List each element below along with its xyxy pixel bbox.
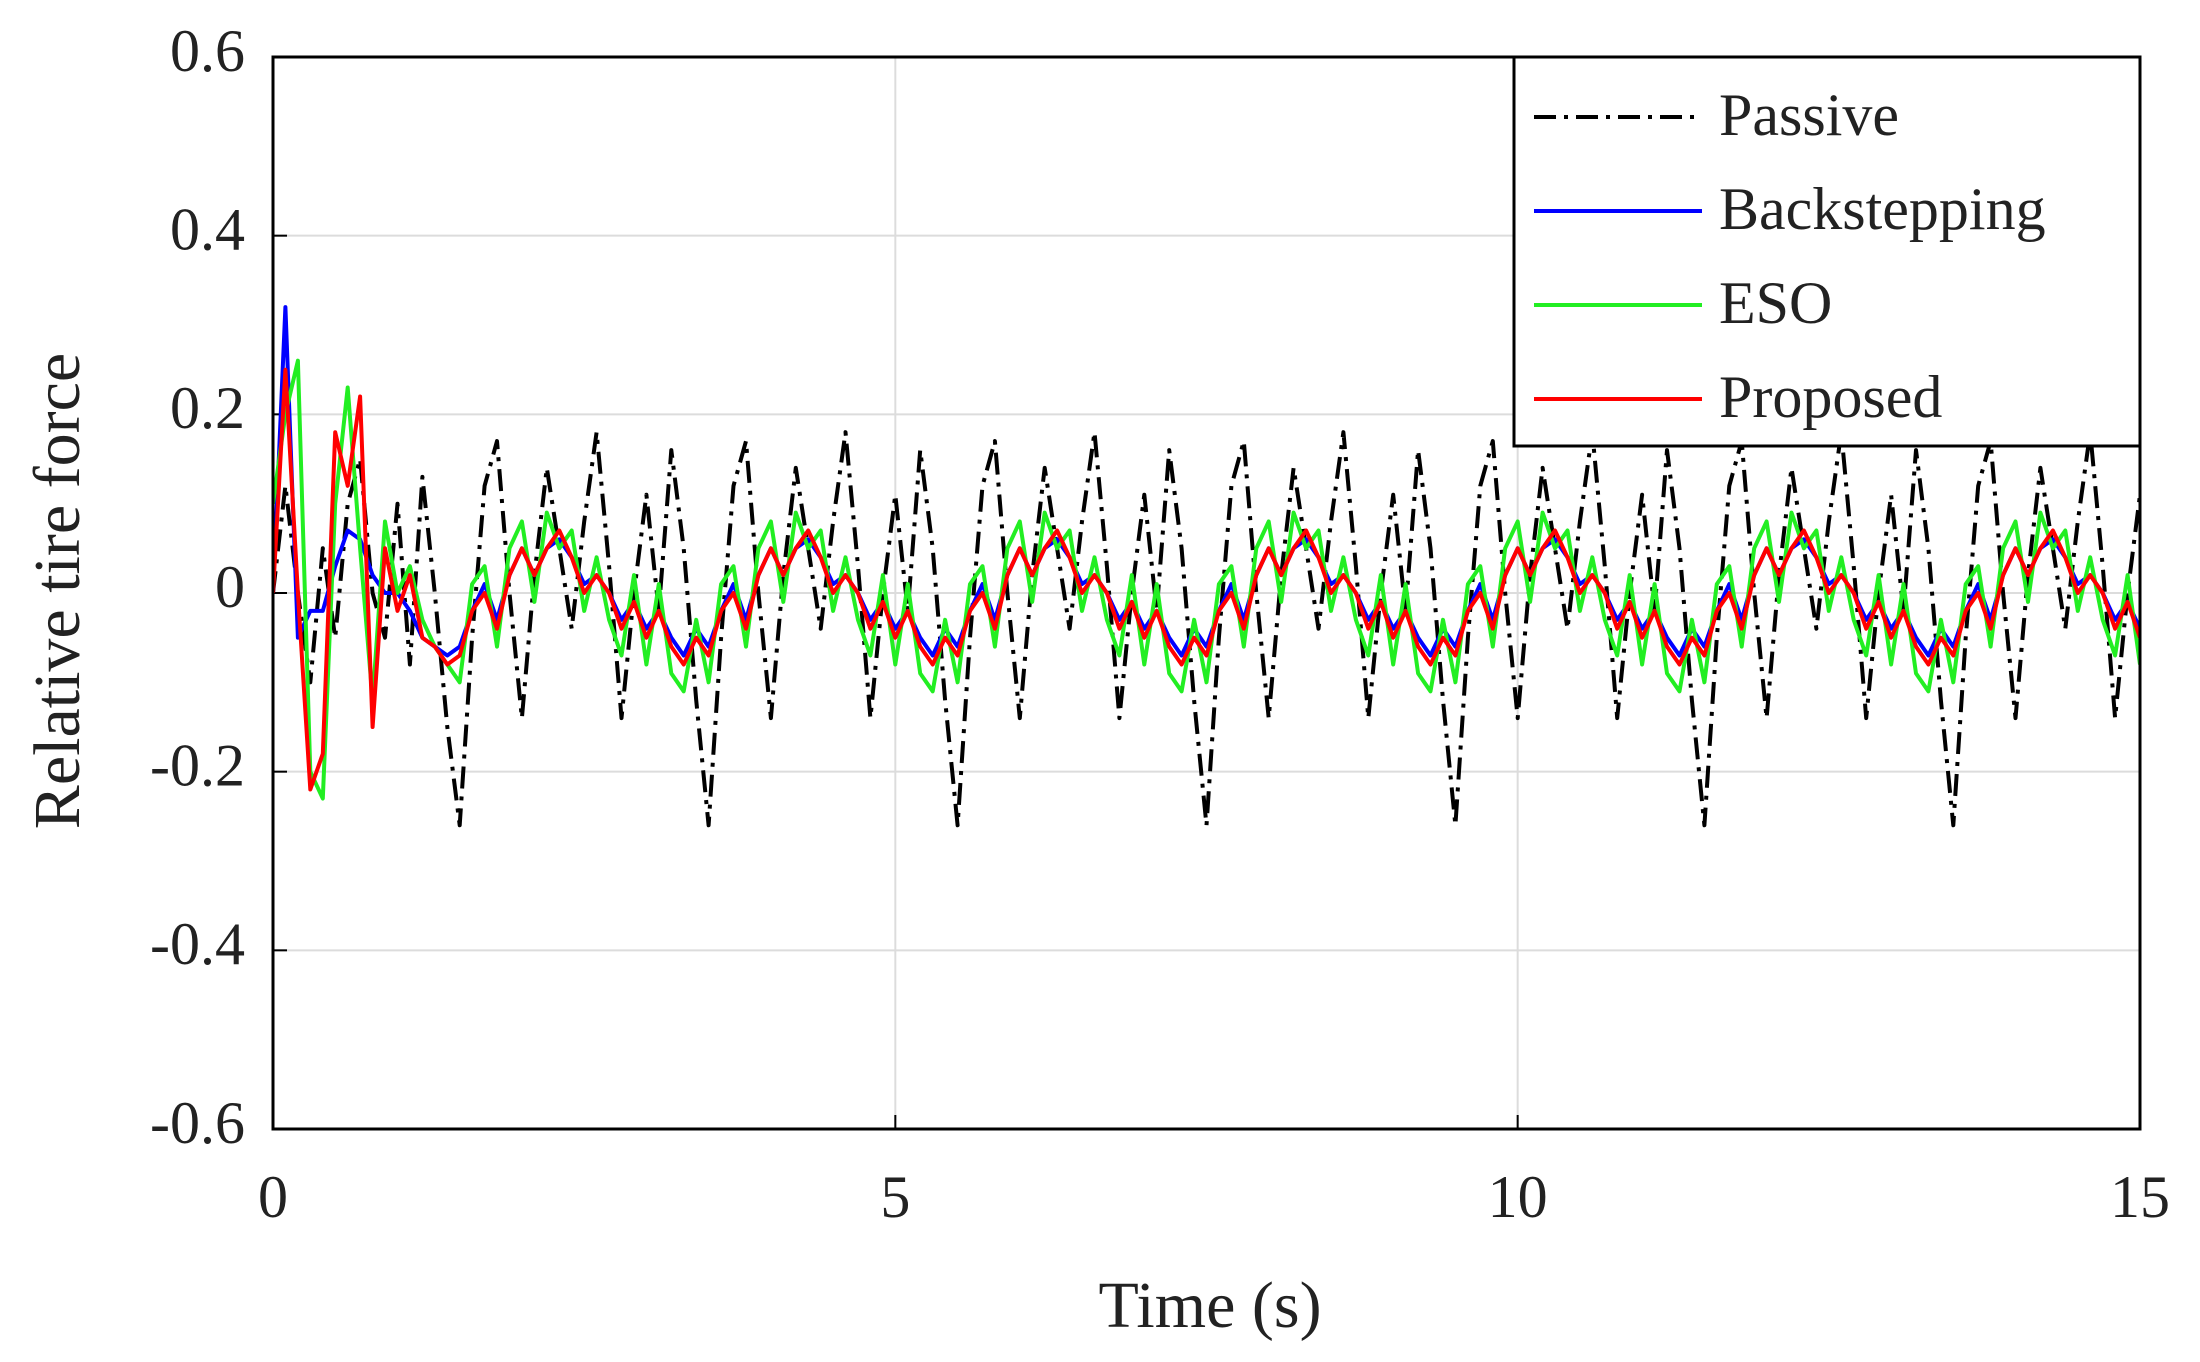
legend-label: Backstepping (1719, 176, 2046, 242)
y-tick-label: -0.6 (150, 1090, 245, 1156)
x-tick-label: 0 (258, 1164, 288, 1230)
plot-frame (271, 55, 2142, 1131)
series-line (273, 367, 2140, 792)
x-tick-label: 15 (2110, 1164, 2170, 1230)
series-line (273, 430, 2140, 828)
y-tick-label: -0.4 (150, 911, 245, 977)
y-tick-label: -0.2 (150, 732, 245, 798)
y-tick-label: 0 (215, 554, 245, 620)
y-tick-label: 0.2 (170, 375, 245, 441)
y-tick-label: 0.6 (170, 18, 245, 84)
legend-label: Passive (1719, 82, 1899, 148)
legend-label: ESO (1719, 270, 1832, 336)
series-line (273, 305, 2140, 658)
x-tick-label: 5 (880, 1164, 910, 1230)
x-tick-label: 10 (1488, 1164, 1548, 1230)
y-tick-label: 0.4 (170, 196, 245, 262)
legend-label: Proposed (1719, 364, 1942, 430)
legend-box (1512, 55, 2142, 448)
series-line (273, 358, 2140, 801)
x-axis-label: Time (s) (1098, 1269, 1321, 1342)
y-axis-label: Relative tire force (21, 353, 94, 829)
